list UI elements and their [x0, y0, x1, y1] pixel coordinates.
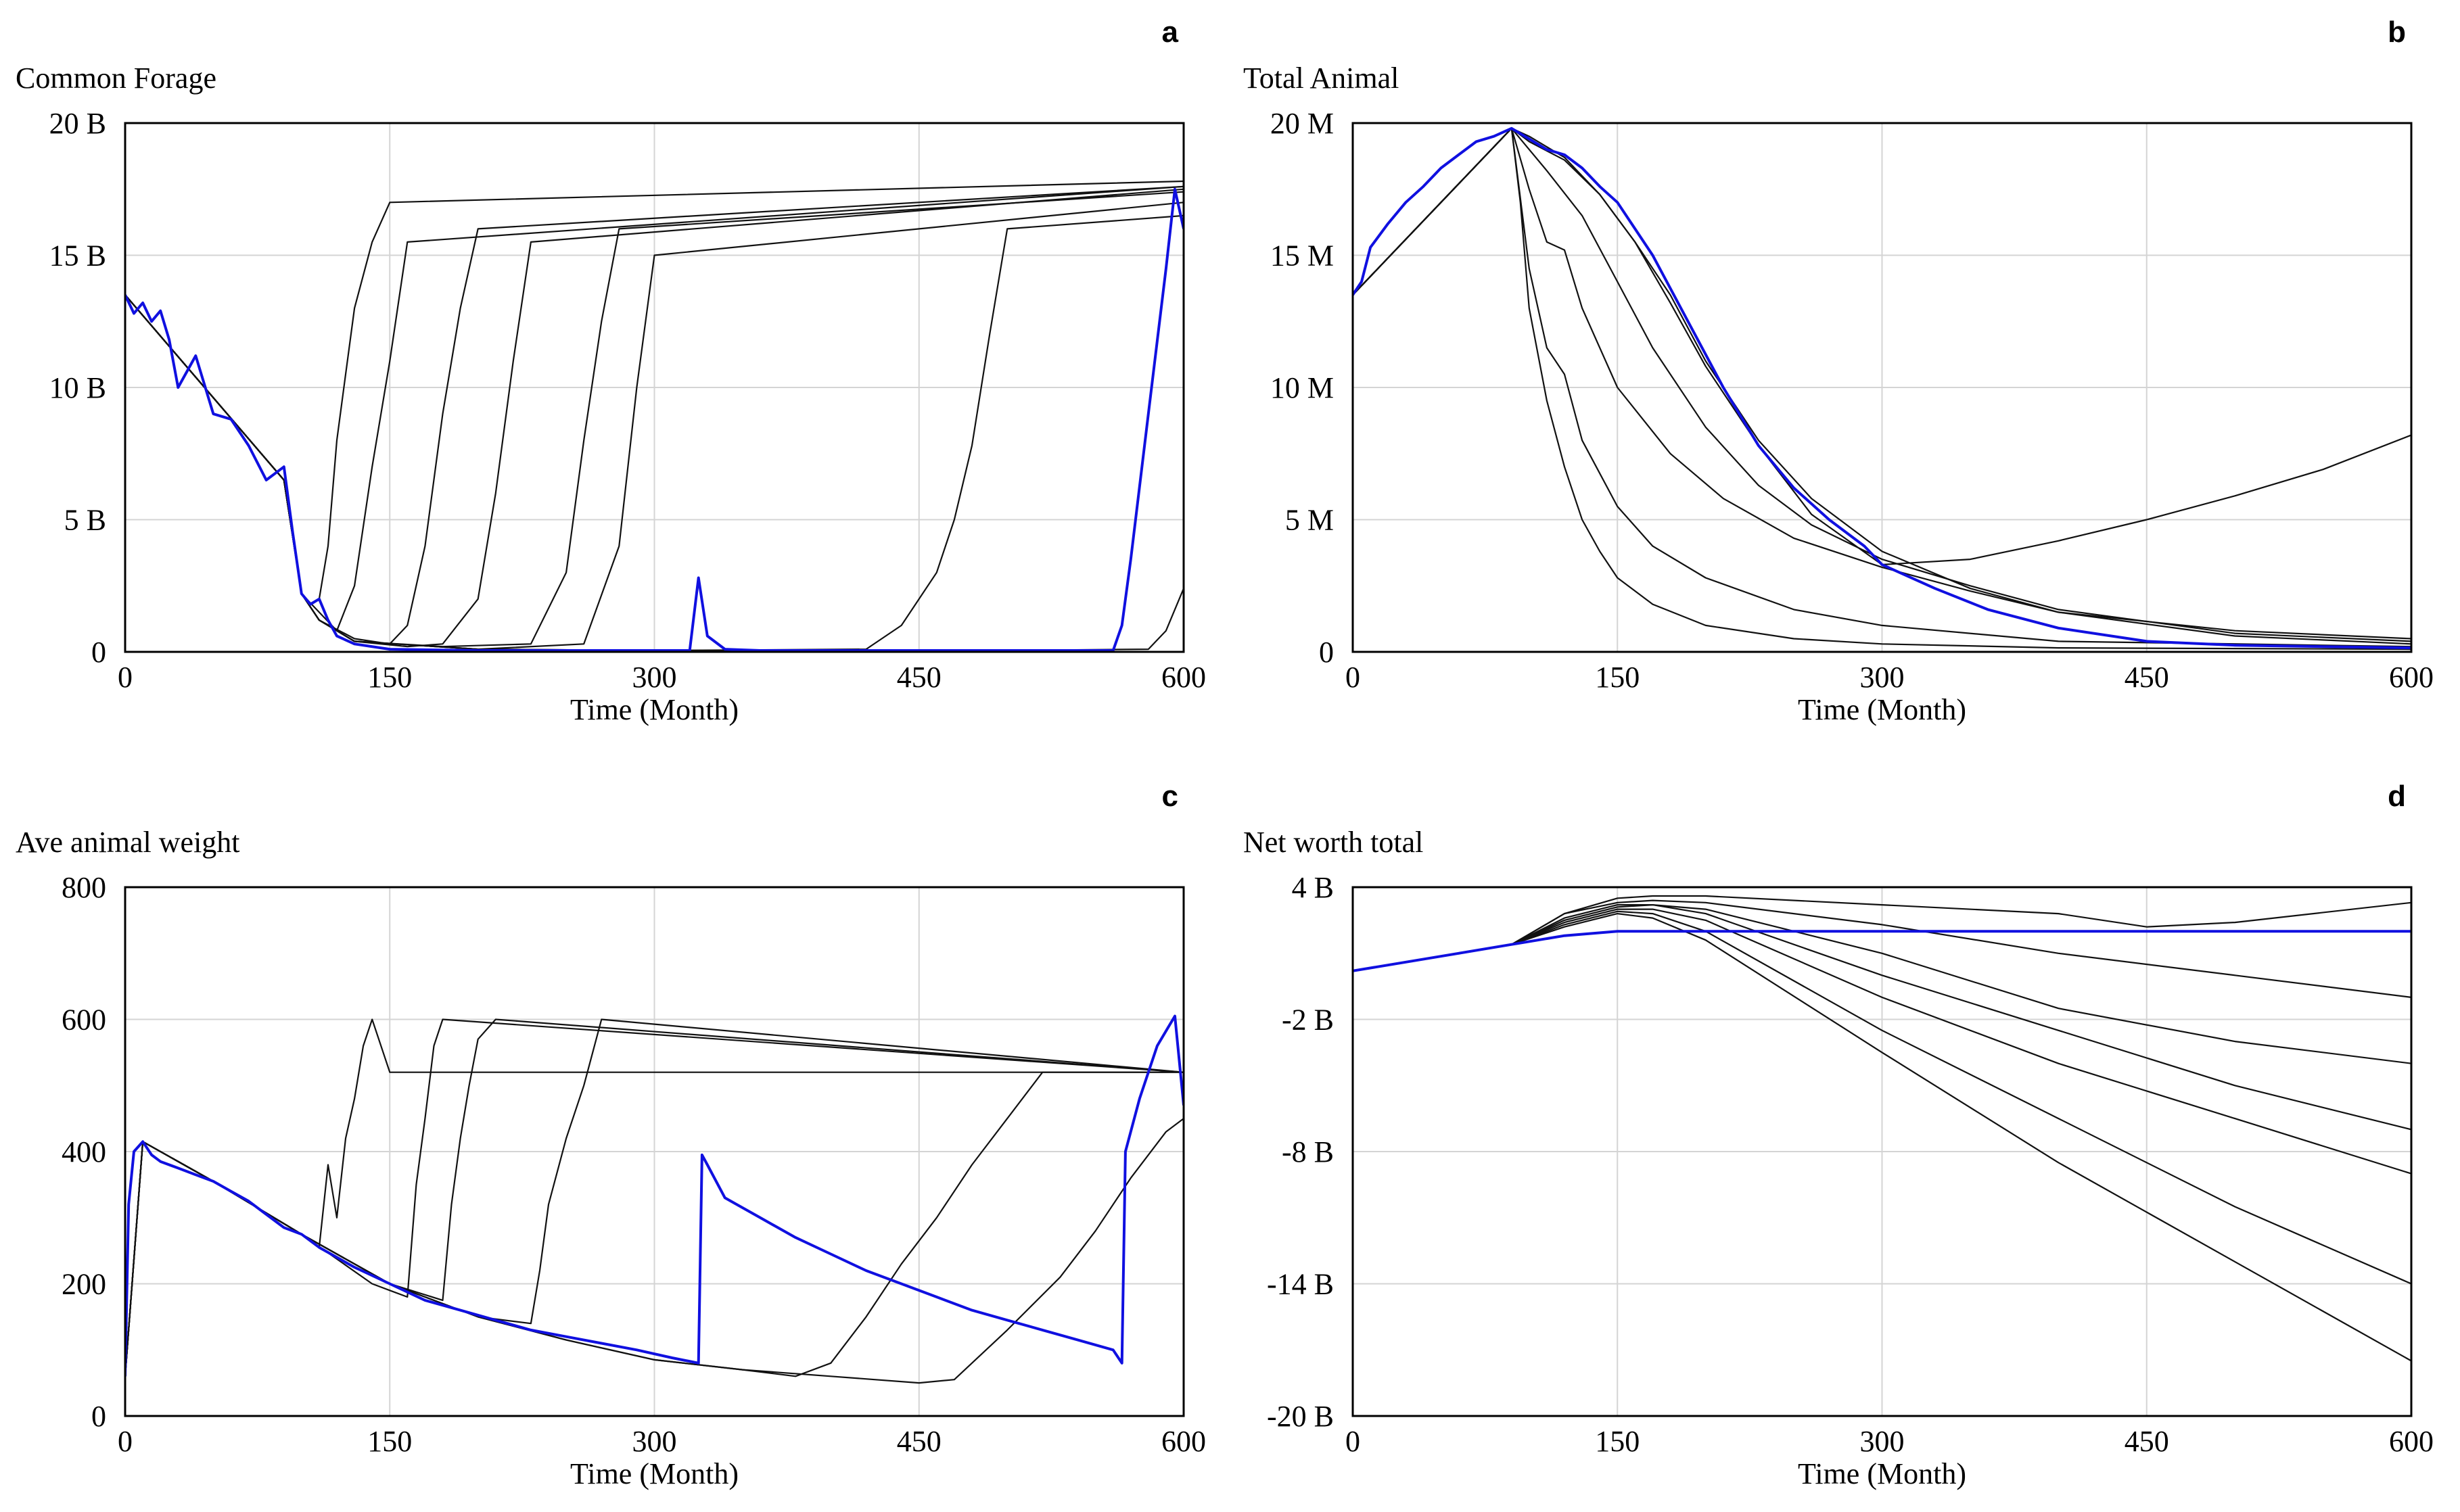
y-tick-label: 600: [62, 1003, 106, 1037]
panel-b: 0 150 300 450 600 0 5 M 10 M 15 M 20 M Time (Month…: [1243, 16, 2434, 726]
x-axis-label: Time (Month): [570, 1457, 739, 1490]
series-line-baseline: [125, 1014, 1184, 1377]
series-line-baseline: [1353, 930, 2411, 972]
plot-frame: [124, 886, 1185, 1417]
y-tick-label: -20 B: [1267, 1400, 1334, 1433]
panel-letter: b: [2388, 16, 2406, 49]
x-tick-label: 0: [118, 661, 133, 694]
x-tick-label: 150: [1595, 661, 1640, 694]
y-tick-label: -2 B: [1282, 1003, 1334, 1037]
y-tick-label: 20 M: [1270, 107, 1334, 140]
panel-a: 0 150 300 450 600 0 5 B 10 B 15 B 20 B Time (Month…: [16, 16, 1206, 726]
y-tick-label: 0: [91, 636, 106, 669]
series-line-upper-run-2: [1353, 899, 2411, 998]
x-tick-label: 150: [367, 661, 412, 694]
series-line-very-late-recovery: [125, 1118, 1184, 1384]
x-tick-label: 150: [1595, 1425, 1640, 1458]
x-tick-label: 300: [1860, 1425, 1905, 1458]
series-line-baseline: [1353, 126, 2411, 650]
x-axis-label: Time (Month): [570, 693, 739, 726]
y-tick-label: 400: [62, 1135, 106, 1168]
chart-title: Common Forage: [16, 62, 216, 95]
series-line-mid-run-3: [1353, 908, 2411, 1175]
y-tick-label: 15 B: [49, 239, 106, 273]
series-line-mid-run-1: [1353, 903, 2411, 1064]
panel-c: 0 150 300 450 600 0 200 400 600 800 Time (Month) Av…: [16, 780, 1206, 1490]
x-tick-label: 300: [632, 661, 677, 694]
series-line-fast-decline-1: [1353, 127, 2411, 651]
x-tick-label: 0: [1345, 661, 1360, 694]
y-tick-label: 200: [62, 1268, 106, 1301]
x-tick-label: 450: [897, 661, 942, 694]
series-line-slow-decline-2: [1353, 127, 2411, 645]
y-tick-label: -14 B: [1267, 1268, 1334, 1301]
y-tick-label: 5 B: [64, 504, 106, 537]
y-tick-label: 0: [1319, 636, 1334, 669]
x-tick-label: 600: [2389, 1425, 2434, 1458]
chart-title: Net worth total: [1243, 826, 1423, 859]
x-tick-label: 600: [1161, 661, 1206, 694]
plot-frame: [1351, 886, 2413, 1417]
x-tick-label: 0: [118, 1425, 133, 1458]
y-tick-label: 10 M: [1270, 371, 1334, 404]
series-line-baseline: [125, 187, 1184, 652]
y-tick-label: 20 B: [49, 107, 106, 140]
y-tick-label: 4 B: [1292, 871, 1334, 904]
chart-title: Ave animal weight: [16, 826, 240, 859]
series-line-fast-decline-2: [1353, 127, 2411, 648]
x-tick-label: 0: [1345, 1425, 1360, 1458]
x-axis-label: Time (Month): [1798, 1457, 1966, 1490]
x-axis-label: Time (Month): [1798, 693, 1966, 726]
panel-letter: c: [1162, 780, 1178, 813]
x-tick-label: 300: [1860, 661, 1905, 694]
y-tick-label: 15 M: [1270, 239, 1334, 273]
x-tick-label: 300: [632, 1425, 677, 1458]
panel-letter: a: [1162, 16, 1179, 49]
series-line-slow-decline-1: [1353, 127, 2411, 642]
y-tick-label: 800: [62, 871, 106, 904]
x-tick-label: 600: [1161, 1425, 1206, 1458]
x-tick-label: 450: [2125, 661, 2169, 694]
series-line-low-run-2: [1353, 912, 2411, 1362]
plot-frame: [124, 122, 1185, 653]
x-tick-label: 150: [367, 1425, 412, 1458]
panel-d: 0 150 300 450 600 -20 B -14 B -8 B -2 B 4 B Time (…: [1243, 780, 2434, 1490]
series-line-low-run-1: [1353, 910, 2411, 1285]
y-tick-label: -8 B: [1282, 1135, 1334, 1168]
y-tick-label: 0: [91, 1400, 106, 1433]
series-line-mid-decline: [1353, 127, 2411, 640]
x-tick-label: 600: [2389, 661, 2434, 694]
x-tick-label: 450: [897, 1425, 942, 1458]
x-tick-label: 450: [2125, 1425, 2169, 1458]
plot-frame: [1351, 122, 2413, 653]
y-tick-label: 10 B: [49, 371, 106, 404]
panel-letter: d: [2388, 780, 2406, 813]
y-tick-label: 5 M: [1285, 504, 1334, 537]
series-line-mid-run-2: [1353, 903, 2411, 1131]
chart-title: Total Animal: [1243, 62, 1399, 95]
